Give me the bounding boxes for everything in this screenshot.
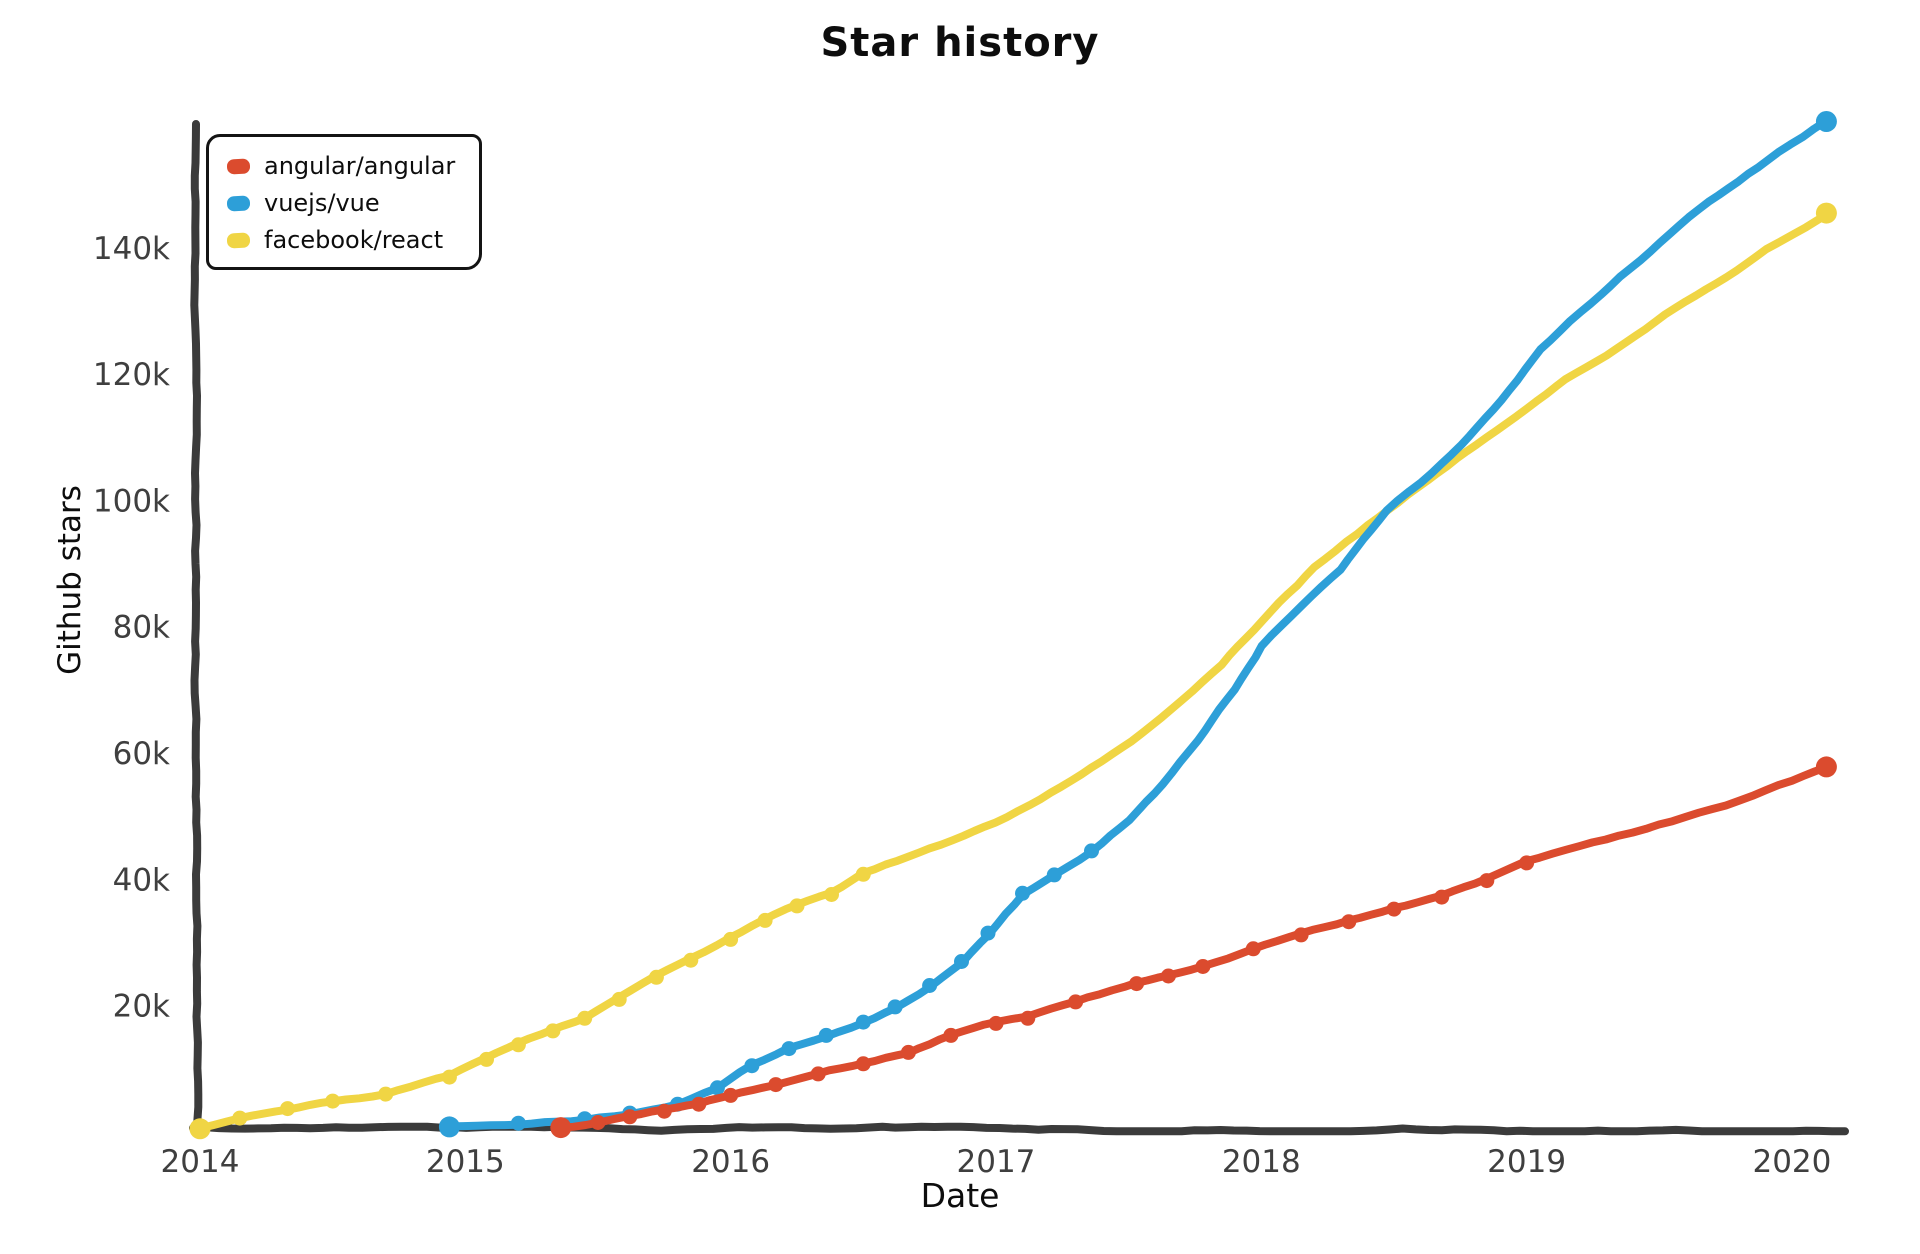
legend-swatch-vue-icon <box>226 194 251 212</box>
x-tick-label: 2019 <box>1487 1144 1566 1180</box>
legend-label-vue: vuejs/vue <box>264 189 380 217</box>
data-point-angular-angular <box>1020 1010 1036 1026</box>
data-point-angular-angular <box>723 1087 739 1103</box>
x-tick-label: 2014 <box>161 1144 240 1180</box>
legend-item-vue: vuejs/vue <box>226 189 455 217</box>
data-point-vuejs-vue <box>980 925 996 941</box>
y-tick-label: 100k <box>93 483 170 519</box>
data-point-angular-angular <box>1245 941 1261 957</box>
data-point-facebook-react <box>648 969 664 985</box>
y-tick-label: 20k <box>113 989 170 1025</box>
legend-item-react: facebook/react <box>226 226 455 254</box>
data-point-facebook-react <box>189 1118 211 1140</box>
data-point-angular-angular <box>943 1027 959 1043</box>
legend-label-angular: angular/angular <box>264 152 456 180</box>
data-point-facebook-react <box>510 1037 526 1053</box>
x-tick-label: 2016 <box>691 1144 770 1180</box>
data-point-vuejs-vue <box>954 954 969 969</box>
legend-label-react: facebook/react <box>264 226 444 254</box>
data-point-facebook-react <box>824 887 839 902</box>
legend-swatch-react-icon <box>226 231 251 249</box>
data-point-facebook-react <box>545 1023 561 1039</box>
data-point-vuejs-vue <box>1046 867 1062 883</box>
data-point-angular-angular <box>622 1109 638 1125</box>
data-point-angular-angular <box>1815 756 1837 778</box>
y-tick-label: 80k <box>113 610 170 646</box>
data-point-angular-angular <box>691 1096 707 1112</box>
y-tick-label: 60k <box>113 736 170 772</box>
x-axis-label: Date <box>920 1176 1000 1215</box>
data-point-facebook-react <box>855 866 871 882</box>
y-tick-label: 140k <box>93 231 170 267</box>
data-point-angular-angular <box>855 1056 871 1072</box>
data-point-vuejs-vue <box>1015 885 1030 901</box>
y-tick-label: 120k <box>93 357 170 393</box>
data-point-angular-angular <box>1293 927 1309 943</box>
data-point-angular-angular <box>1386 901 1402 917</box>
data-point-angular-angular <box>656 1103 672 1119</box>
data-point-facebook-react <box>280 1101 296 1117</box>
data-point-angular-angular <box>810 1066 826 1082</box>
data-point-facebook-react <box>577 1010 593 1026</box>
data-point-facebook-react <box>1815 202 1837 224</box>
x-tick-label: 2018 <box>1222 1144 1301 1180</box>
data-point-angular-angular <box>988 1015 1004 1031</box>
data-point-vuejs-vue <box>781 1041 797 1057</box>
data-point-facebook-react <box>757 912 773 928</box>
data-point-facebook-react <box>378 1086 394 1102</box>
x-tick-label: 2020 <box>1752 1144 1831 1180</box>
data-point-angular-angular <box>1341 914 1357 930</box>
data-point-facebook-react <box>232 1110 248 1126</box>
legend: angular/angular vuejs/vue facebook/react <box>206 134 483 270</box>
data-point-facebook-react <box>683 952 699 968</box>
data-point-facebook-react <box>723 931 739 947</box>
data-point-facebook-react <box>611 991 627 1007</box>
data-point-angular-angular <box>550 1117 572 1139</box>
series-line-vuejs-vue <box>445 117 1831 1131</box>
x-tick-label: 2017 <box>957 1144 1036 1180</box>
data-point-vuejs-vue <box>510 1115 526 1131</box>
data-point-vuejs-vue <box>818 1027 834 1043</box>
data-point-angular-angular <box>1519 855 1535 871</box>
data-point-angular-angular <box>1068 994 1084 1010</box>
data-point-angular-angular <box>1160 968 1176 984</box>
chart-title: Star history <box>820 20 1100 66</box>
data-point-vuejs-vue <box>438 1116 460 1138</box>
x-tick-label: 2015 <box>426 1144 505 1180</box>
data-point-facebook-react <box>441 1069 457 1085</box>
data-point-facebook-react <box>325 1093 341 1109</box>
y-tick-label: 40k <box>113 862 170 898</box>
y-axis-line <box>190 120 203 1137</box>
data-point-angular-angular <box>1195 959 1211 974</box>
data-point-vuejs-vue <box>744 1058 760 1074</box>
y-axis-label: Github stars <box>52 485 88 675</box>
series-line-angular-angular <box>556 763 1831 1132</box>
legend-swatch-angular-icon <box>226 157 251 175</box>
data-point-vuejs-vue <box>709 1080 725 1096</box>
legend-item-angular: angular/angular <box>226 152 456 180</box>
data-point-facebook-react <box>479 1051 494 1067</box>
data-point-vuejs-vue <box>922 978 938 993</box>
data-point-angular-angular <box>1434 889 1450 905</box>
data-point-angular-angular <box>590 1115 606 1130</box>
data-point-angular-angular <box>768 1077 784 1093</box>
data-point-angular-angular <box>1479 873 1495 889</box>
data-point-vuejs-vue <box>887 999 903 1015</box>
data-point-facebook-react <box>789 898 805 914</box>
data-point-vuejs-vue <box>855 1014 871 1030</box>
data-point-angular-angular <box>1129 976 1145 992</box>
data-point-angular-angular <box>900 1044 916 1060</box>
data-point-vuejs-vue <box>1084 843 1099 859</box>
series-line-facebook-react <box>195 210 1832 1133</box>
data-point-vuejs-vue <box>1815 111 1837 132</box>
